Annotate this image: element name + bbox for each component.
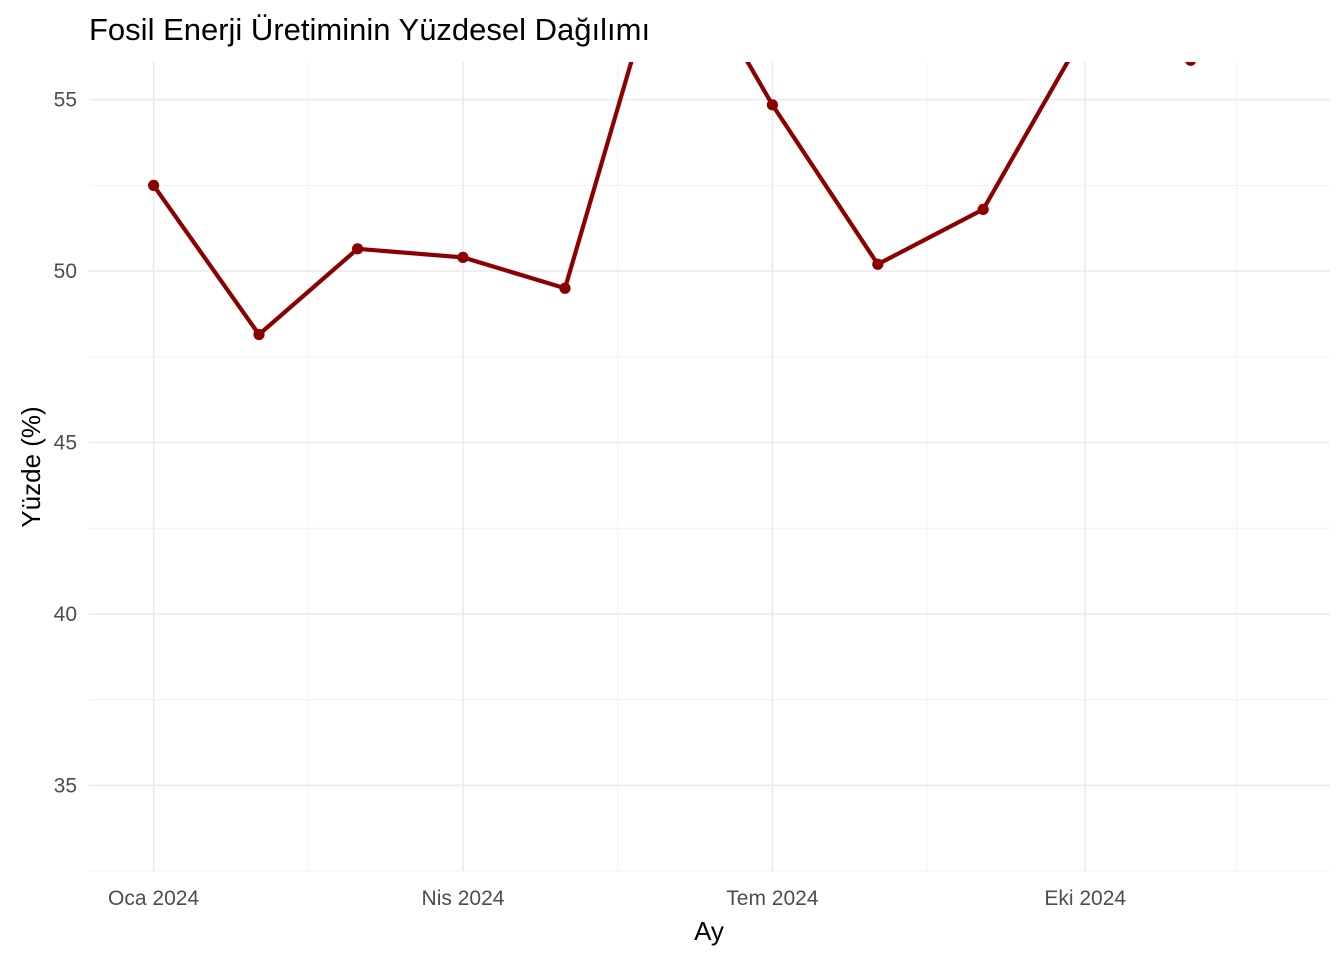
data-point [1080,26,1091,37]
series-line-group [151,62,1192,337]
y-tick-label: 55 [54,89,77,112]
y-tick-label: 50 [54,260,77,283]
chart-title: Fosil Enerji Üretiminin Yüzdesel Dağılım… [89,12,650,47]
y-tick-label: 45 [54,432,77,455]
data-point [559,282,571,294]
data-point [352,243,364,255]
x-tick-label: Eki 2024 [1044,887,1126,910]
data-point [148,179,160,192]
data-point [977,203,989,216]
data-point [872,258,884,270]
x-axis-title: Ay [694,916,724,946]
y-tick-label: 35 [54,774,77,797]
data-point [253,328,265,341]
x-axis-ticks: Oca 2024 Nis 2024 Tem 2024 Eki 2024 [108,887,1126,910]
grid-lines [89,62,1330,872]
x-tick-label: Nis 2024 [422,887,505,910]
y-axis-title: Yüzde (%) [16,406,46,527]
data-point [766,99,779,111]
data-point [1185,62,1196,66]
y-axis-ticks: 35 40 45 50 55 [54,89,77,798]
x-tick-label: Tem 2024 [726,887,819,910]
data-point [457,251,469,263]
series-line [151,62,1192,337]
series-points-group [148,26,1196,341]
y-tick-label: 40 [54,603,77,626]
x-tick-label: Oca 2024 [108,887,199,910]
